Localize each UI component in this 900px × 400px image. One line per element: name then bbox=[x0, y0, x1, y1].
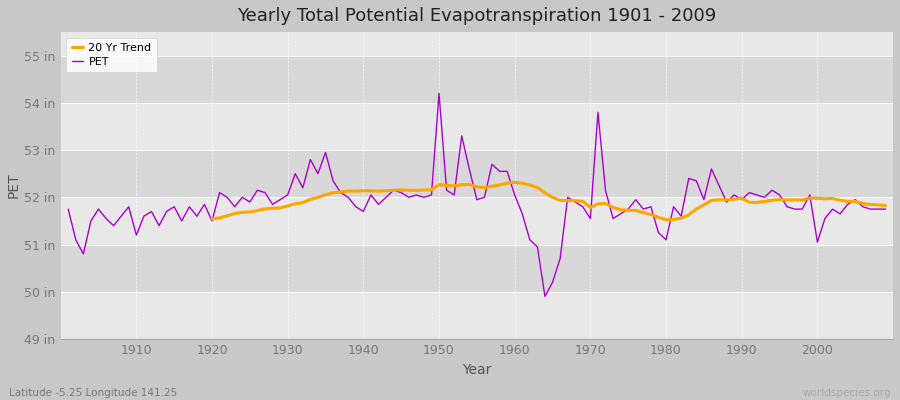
PET bbox=[290, 171, 301, 176]
Text: worldspecies.org: worldspecies.org bbox=[803, 388, 891, 398]
PET bbox=[123, 204, 134, 209]
Line: 20 Yr Trend: 20 Yr Trend bbox=[212, 182, 886, 220]
Text: Latitude -5.25 Longitude 141.25: Latitude -5.25 Longitude 141.25 bbox=[9, 388, 177, 398]
PET bbox=[509, 192, 520, 197]
20 Yr Trend bbox=[509, 180, 520, 185]
Bar bbox=[60, 103, 893, 150]
20 Yr Trend bbox=[691, 206, 702, 211]
20 Yr Trend bbox=[880, 203, 891, 208]
PET bbox=[880, 207, 891, 212]
Bar bbox=[60, 150, 893, 197]
Line: PET: PET bbox=[68, 94, 886, 296]
Bar bbox=[60, 244, 893, 292]
Title: Yearly Total Potential Evapotranspiration 1901 - 2009: Yearly Total Potential Evapotranspiratio… bbox=[238, 7, 716, 25]
X-axis label: Year: Year bbox=[463, 363, 491, 377]
Bar bbox=[60, 292, 893, 339]
PET bbox=[540, 294, 551, 299]
20 Yr Trend bbox=[411, 188, 422, 193]
20 Yr Trend bbox=[782, 198, 793, 202]
20 Yr Trend bbox=[865, 202, 876, 207]
Bar bbox=[60, 56, 893, 103]
20 Yr Trend bbox=[207, 216, 218, 221]
Y-axis label: PET: PET bbox=[7, 173, 21, 198]
20 Yr Trend bbox=[661, 217, 671, 222]
PET bbox=[517, 212, 527, 216]
Legend: 20 Yr Trend, PET: 20 Yr Trend, PET bbox=[67, 38, 158, 72]
PET bbox=[335, 190, 346, 195]
PET bbox=[63, 207, 74, 212]
Bar bbox=[60, 197, 893, 244]
PET bbox=[434, 91, 445, 96]
20 Yr Trend bbox=[297, 200, 308, 205]
20 Yr Trend bbox=[796, 198, 807, 202]
PET bbox=[616, 212, 626, 216]
